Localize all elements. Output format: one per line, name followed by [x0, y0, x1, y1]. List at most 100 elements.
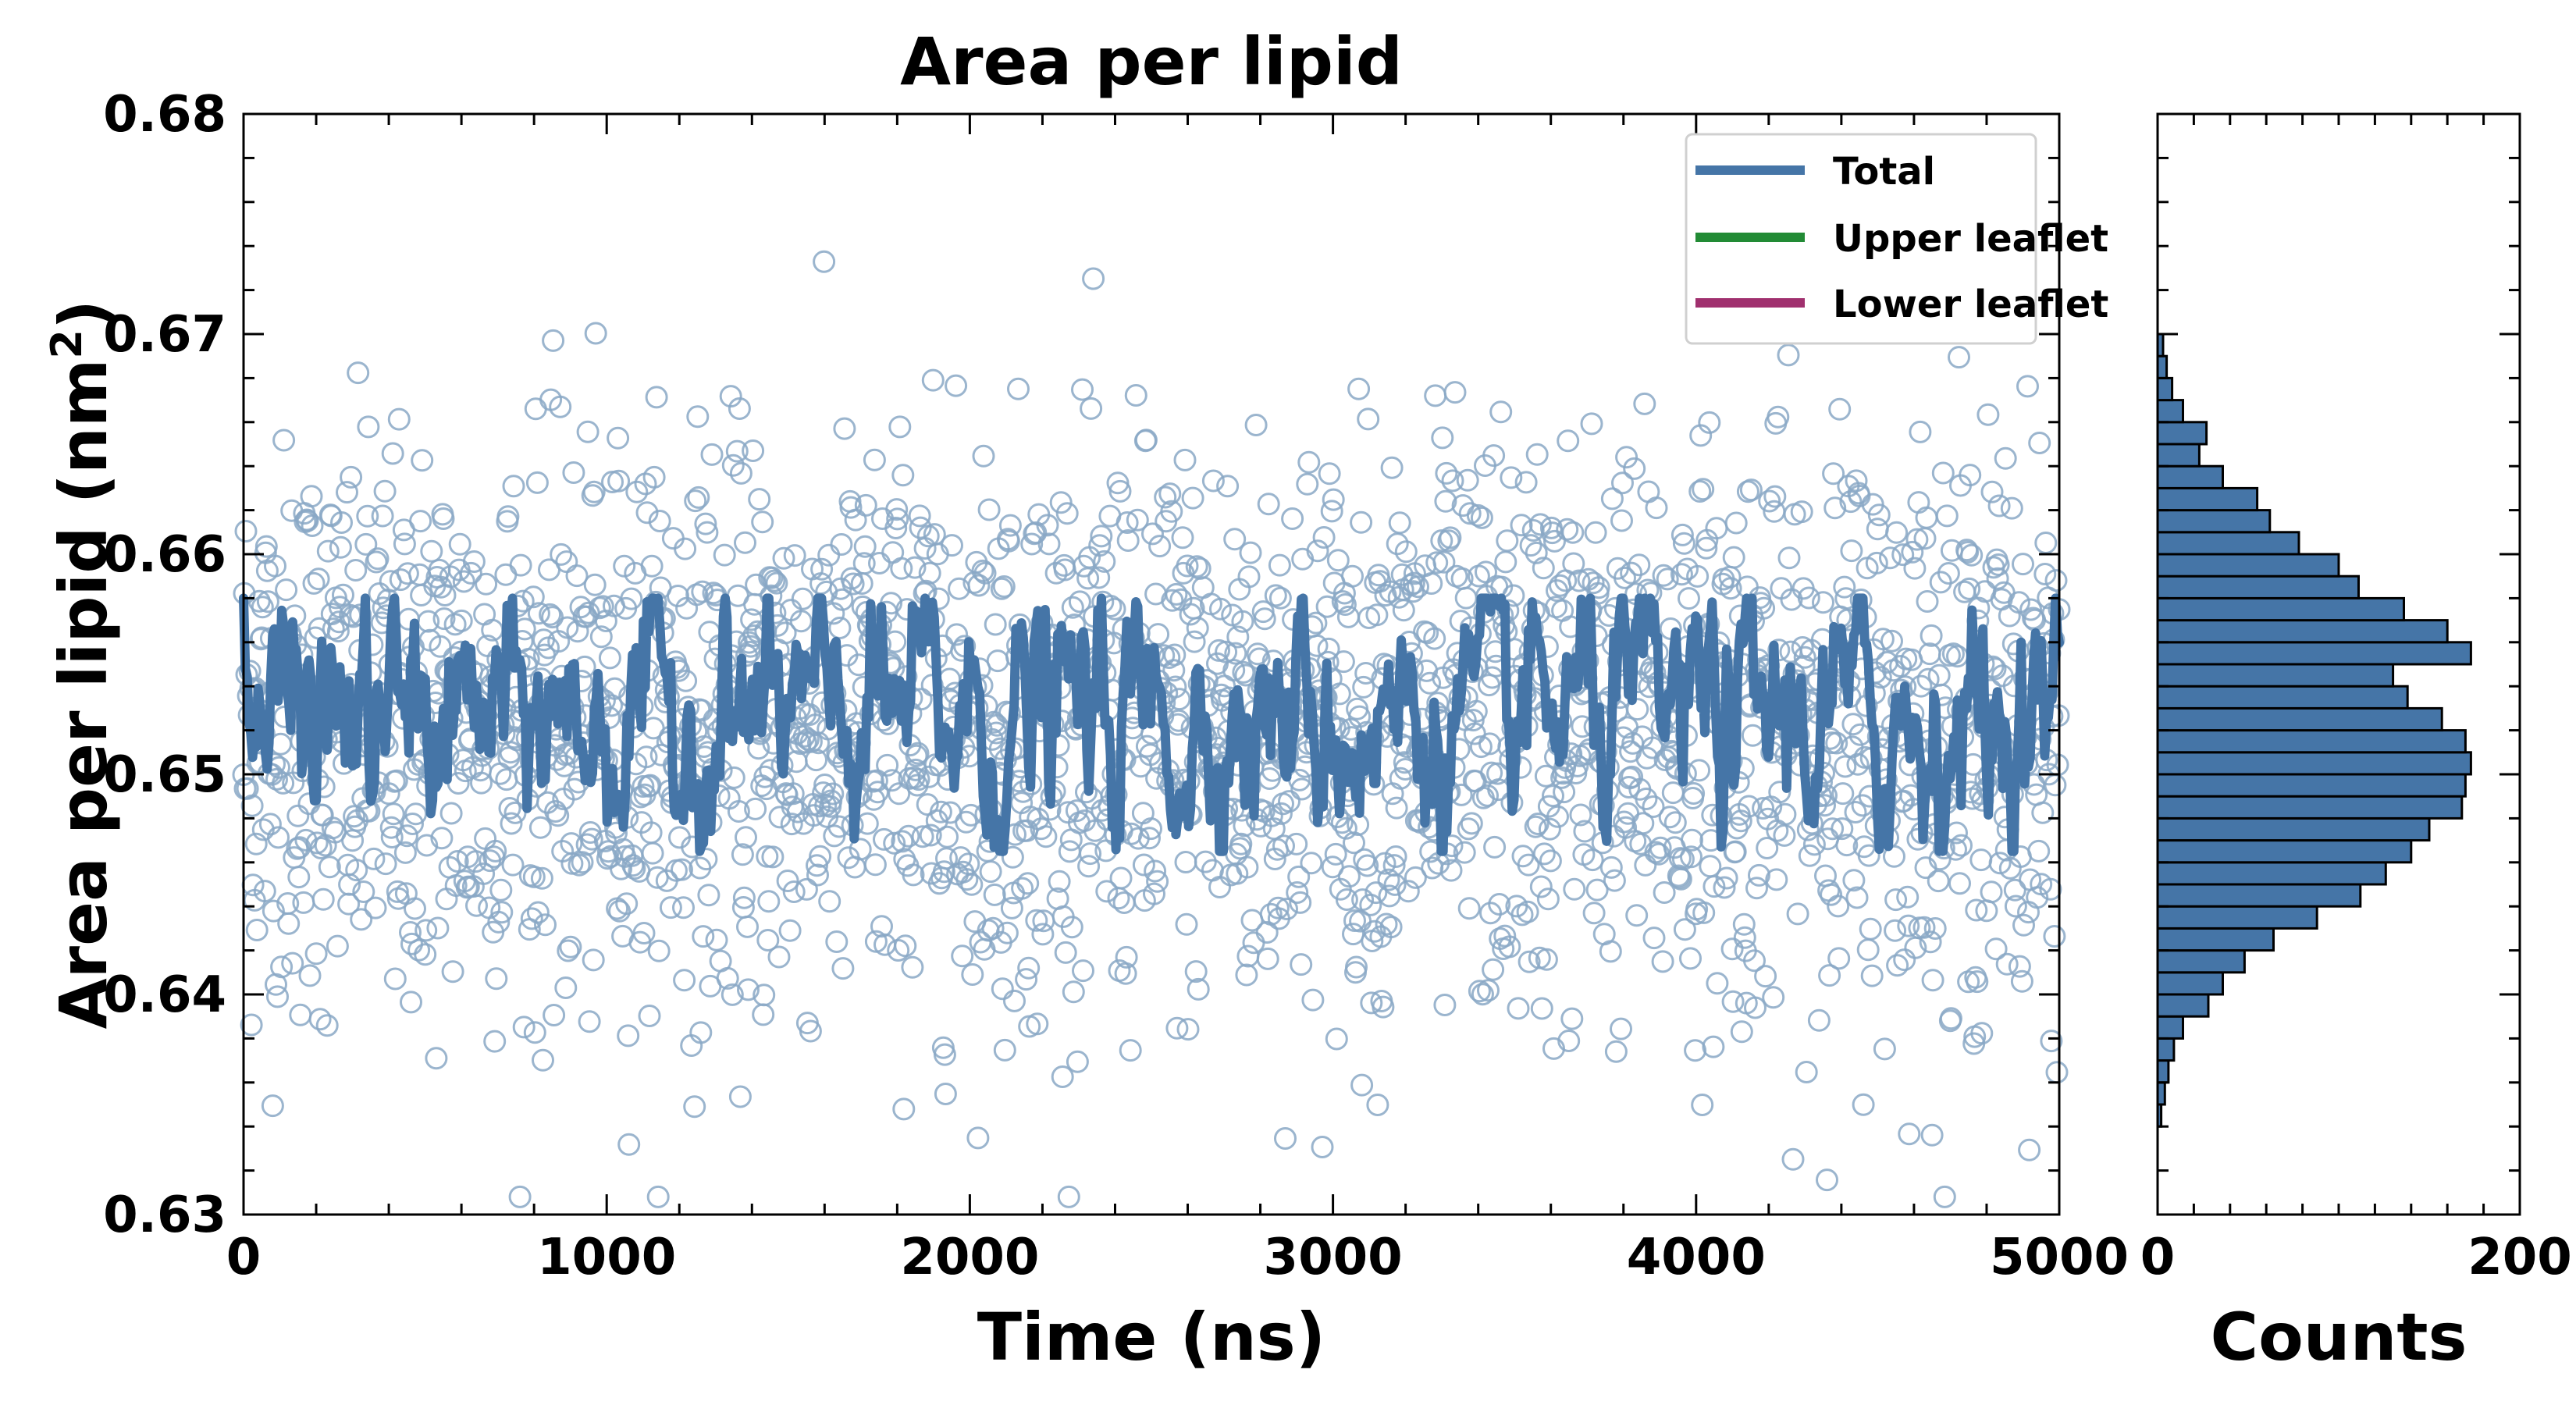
scatter-point: [1048, 870, 1071, 893]
y-tick-label: 0.65: [103, 746, 226, 804]
scatter-point: [906, 742, 930, 765]
scatter-point: [1471, 983, 1494, 1006]
histogram-bar: [2156, 993, 2210, 1018]
scatter-point: [1306, 539, 1329, 563]
scatter-point: [1257, 493, 1280, 516]
scatter-point: [1703, 875, 1726, 898]
scatter-point: [1846, 752, 1870, 776]
scatter-point: [1673, 918, 1696, 941]
scatter-point: [853, 535, 877, 558]
scatter-point: [1976, 403, 2000, 426]
scatter-point: [1584, 521, 1607, 544]
scatter-point: [1532, 557, 1555, 580]
y-tick-label: 0.66: [103, 526, 226, 584]
main-plot-frame: [242, 112, 2061, 1216]
scatter-point: [1651, 950, 1674, 973]
scatter-point: [1321, 855, 1344, 879]
scatter-point: [736, 915, 759, 938]
scatter-point: [315, 1014, 339, 1037]
scatter-point: [1797, 586, 1820, 610]
scatter-point: [332, 583, 354, 606]
scatter-point: [932, 860, 955, 884]
scatter-point: [1628, 553, 1651, 577]
scatter-point: [559, 935, 582, 959]
scatter-point: [640, 554, 664, 578]
scatter-point: [1055, 502, 1079, 525]
scatter-point: [1724, 840, 1747, 863]
scatter-point: [638, 1005, 661, 1027]
y-tick-label: 0.64: [103, 966, 226, 1024]
scatter-point: [1795, 1061, 1818, 1083]
scatter-point: [420, 539, 443, 563]
scatter-point: [575, 833, 599, 856]
scatter-point: [1980, 480, 2004, 503]
scatter-point: [1529, 875, 1553, 898]
scatter-point: [1274, 1127, 1297, 1150]
scatter-point: [490, 901, 514, 924]
scatter-point: [1594, 740, 1617, 763]
scatter-point: [863, 853, 887, 877]
scatter-point: [2043, 925, 2066, 948]
scatter-point: [1384, 845, 1407, 868]
scatter-point: [404, 897, 426, 920]
scatter-point: [991, 977, 1014, 1001]
scatter-point: [778, 919, 802, 942]
scatter-point: [1516, 900, 1539, 923]
scatter-point: [338, 873, 361, 896]
scatter-point: [1165, 582, 1188, 606]
histogram-bar: [2156, 486, 2259, 512]
scatter-point: [767, 945, 791, 969]
scatter-point: [1388, 511, 1411, 535]
scatter-point: [523, 1021, 546, 1044]
scatter-point: [1476, 784, 1499, 807]
scatter-point: [1269, 802, 1293, 825]
scatter-point: [1244, 414, 1268, 436]
scatter-point: [1652, 564, 1675, 587]
scatter-point: [1060, 916, 1083, 939]
scatter-point: [1950, 834, 1973, 857]
scatter-point: [1587, 576, 1610, 599]
scatter-point: [1532, 842, 1556, 866]
scatter-point: [984, 613, 1007, 636]
scatter-point: [527, 602, 550, 625]
scatter-point: [1642, 927, 1666, 950]
scatter-point: [1434, 489, 1457, 513]
scatter-point: [772, 546, 795, 570]
scatter-point: [1633, 392, 1656, 415]
scatter-point: [632, 775, 655, 798]
scatter-point: [1835, 834, 1859, 857]
scatter-point: [1615, 446, 1638, 469]
scatter-point: [1223, 528, 1247, 551]
scatter-point: [582, 948, 605, 972]
scatter-point: [1233, 814, 1256, 838]
scatter-point: [1739, 478, 1763, 502]
scatter-point: [1510, 514, 1533, 537]
scatter-point: [1620, 561, 1643, 585]
scatter-point: [1372, 995, 1395, 1019]
scatter-point: [264, 554, 286, 578]
scatter-point: [1744, 996, 1767, 1019]
scatter-point: [1357, 407, 1380, 431]
scatter-point: [459, 561, 482, 585]
scatter-point: [1670, 523, 1694, 546]
scatter-point: [641, 841, 664, 865]
scatter-point: [2044, 569, 2068, 592]
scatter-point: [1553, 781, 1576, 804]
scatter-point: [267, 826, 290, 849]
scatter-point: [613, 554, 636, 578]
scatter-point: [1161, 589, 1184, 612]
scatter-point: [1774, 802, 1797, 826]
scatter-point: [901, 955, 924, 979]
total-line: [239, 593, 2064, 856]
scatter-point: [1360, 991, 1383, 1015]
scatter-point: [404, 802, 428, 826]
scatter-point: [1721, 990, 1745, 1013]
scatter-point: [236, 777, 259, 800]
scatter-point: [1290, 953, 1313, 976]
scatter-point: [1359, 893, 1382, 916]
scatter-point: [1068, 590, 1091, 614]
y-tick-label: 0.67: [103, 306, 226, 364]
scatter-point: [1380, 456, 1404, 479]
scatter-point: [1320, 500, 1343, 523]
scatter-point: [1691, 1094, 1714, 1116]
